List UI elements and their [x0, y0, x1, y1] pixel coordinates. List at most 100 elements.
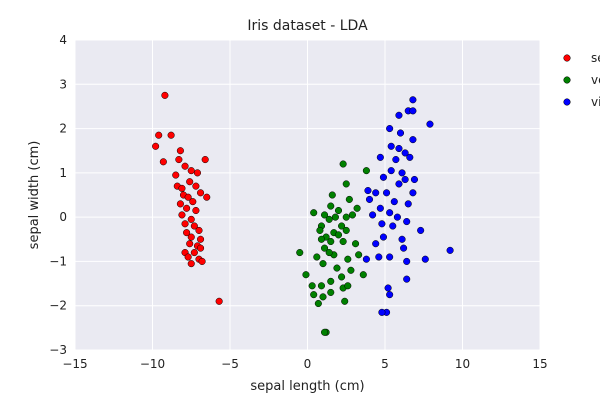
data-point-virginica — [395, 180, 403, 188]
data-point-versicolor — [328, 191, 336, 199]
data-point-virginica — [401, 149, 409, 157]
data-point-versicolor — [310, 209, 318, 217]
data-point-setosa — [178, 211, 186, 219]
x-tick-label: −15 — [62, 357, 87, 371]
data-point-setosa — [176, 200, 184, 208]
data-point-setosa — [183, 229, 191, 237]
data-point-virginica — [375, 253, 383, 261]
data-point-virginica — [417, 226, 425, 234]
data-point-versicolor — [348, 211, 357, 219]
data-point-versicolor — [334, 231, 343, 239]
x-tick-label: −10 — [140, 357, 165, 371]
data-point-setosa — [183, 204, 191, 212]
data-point-virginica — [406, 153, 414, 161]
data-point-virginica — [372, 240, 380, 248]
data-point-setosa — [187, 215, 195, 223]
data-point-setosa — [187, 233, 195, 241]
data-point-virginica — [386, 125, 394, 133]
y-tick-label: −3 — [49, 343, 67, 357]
data-point-virginica — [393, 213, 401, 221]
data-point-virginica — [364, 187, 372, 195]
data-point-versicolor — [353, 204, 361, 212]
data-point-versicolor — [331, 213, 339, 221]
data-point-virginica — [389, 222, 397, 230]
data-point-virginica — [409, 136, 417, 144]
data-point-setosa — [175, 156, 183, 164]
x-tick-label: 0 — [304, 357, 312, 371]
y-axis-label: sepal width (cm) — [27, 141, 42, 250]
data-point-versicolor — [327, 277, 335, 285]
data-point-virginica — [383, 189, 391, 197]
data-point-versicolor — [359, 271, 367, 279]
legend-marker-virginica — [563, 98, 571, 106]
y-tick-label: −2 — [49, 299, 67, 313]
legend-label-versicolor: versicolor — [591, 73, 600, 87]
data-point-setosa — [181, 162, 189, 170]
data-point-virginica — [386, 253, 394, 261]
data-point-virginica — [403, 257, 411, 265]
data-point-virginica — [395, 144, 403, 153]
x-tick-label: 10 — [455, 357, 470, 371]
data-point-setosa — [159, 158, 167, 166]
data-point-versicolor — [319, 293, 327, 301]
data-point-virginica — [395, 111, 403, 119]
data-point-versicolor — [321, 211, 329, 219]
data-point-versicolor — [313, 253, 321, 261]
data-point-versicolor — [302, 271, 310, 279]
data-point-virginica — [376, 153, 384, 161]
data-point-versicolor — [314, 299, 322, 308]
chart-title: Iris dataset - LDA — [247, 18, 368, 34]
data-point-virginica — [404, 200, 412, 208]
data-point-virginica — [386, 209, 394, 217]
data-point-versicolor — [296, 249, 304, 257]
data-point-setosa — [203, 193, 211, 201]
data-point-virginica — [379, 233, 388, 241]
y-tick-label: 3 — [59, 77, 67, 91]
data-point-versicolor — [317, 282, 326, 290]
data-point-versicolor — [355, 251, 363, 259]
data-point-virginica — [403, 218, 411, 226]
data-point-setosa — [184, 253, 192, 261]
data-point-versicolor — [344, 282, 352, 290]
data-point-setosa — [195, 226, 203, 234]
x-tick-label: −5 — [221, 357, 239, 371]
data-point-versicolor — [310, 291, 318, 299]
data-point-versicolor — [345, 195, 353, 203]
data-point-setosa — [190, 222, 198, 230]
data-point-setosa — [201, 156, 209, 164]
data-point-versicolor — [339, 237, 347, 246]
data-point-virginica — [409, 107, 417, 115]
data-point-virginica — [410, 175, 419, 184]
data-point-setosa — [187, 260, 195, 268]
y-tick-label: 1 — [59, 166, 67, 180]
data-point-setosa — [190, 249, 198, 257]
data-point-setosa — [187, 167, 195, 175]
data-point-versicolor — [316, 226, 324, 234]
data-point-virginica — [401, 175, 409, 184]
data-point-virginica — [362, 255, 370, 263]
data-point-versicolor — [327, 202, 335, 210]
data-point-virginica — [426, 120, 434, 128]
y-tick-label: 2 — [59, 122, 67, 136]
y-tick-label: 4 — [59, 33, 67, 47]
data-point-virginica — [409, 96, 417, 104]
data-point-setosa — [184, 193, 192, 201]
data-point-virginica — [392, 156, 400, 164]
data-point-versicolor — [327, 288, 335, 296]
data-point-virginica — [446, 246, 454, 254]
data-point-versicolor — [344, 255, 352, 263]
data-point-virginica — [376, 204, 384, 212]
x-tick-labels: −15 −10 −5 0 5 10 15 — [62, 357, 547, 371]
data-point-virginica — [369, 211, 377, 219]
data-point-versicolor — [317, 235, 326, 243]
data-point-virginica — [365, 195, 374, 203]
data-point-setosa — [172, 171, 180, 179]
data-point-setosa — [181, 220, 189, 228]
data-point-virginica — [398, 235, 406, 243]
data-point-virginica — [378, 308, 386, 316]
legend: setosa versicolor virginica — [563, 51, 600, 109]
data-point-versicolor — [342, 213, 350, 221]
data-point-versicolor — [342, 226, 350, 234]
data-point-virginica — [409, 189, 417, 197]
